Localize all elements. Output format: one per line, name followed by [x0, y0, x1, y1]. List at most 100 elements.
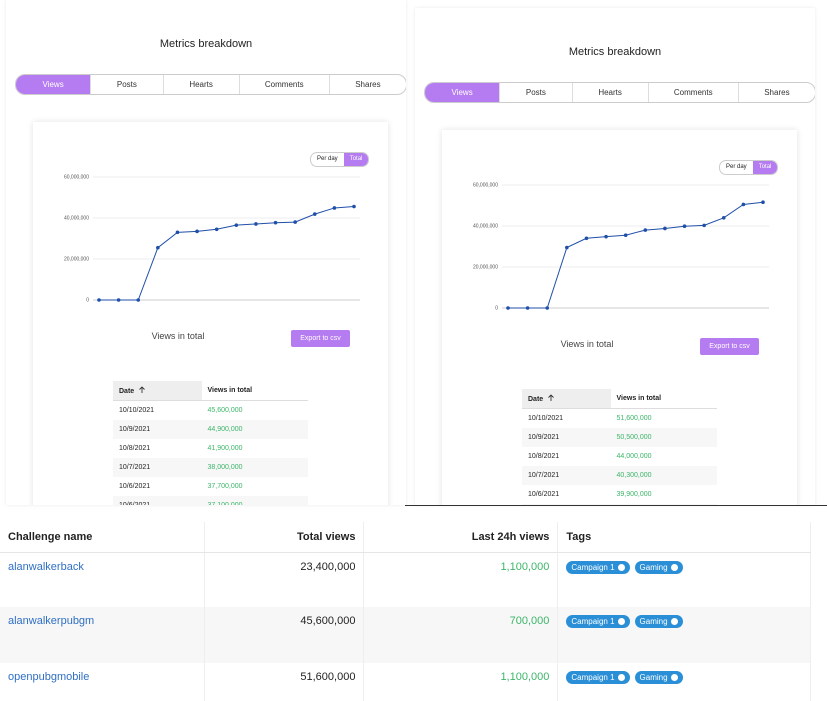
tab[interactable]: Views — [425, 83, 500, 102]
export-button[interactable]: Export to csv — [700, 338, 759, 355]
tags-cell: Campaign 1 Gaming — [557, 606, 811, 663]
header-text: Date — [528, 396, 544, 403]
tag-remove[interactable] — [670, 564, 678, 571]
data-point — [352, 204, 356, 209]
tag[interactable]: Campaign 1 — [566, 670, 630, 684]
tab[interactable]: Comments — [238, 75, 329, 94]
table-cell: 10/9/2021 — [113, 420, 202, 439]
tab[interactable]: Shares — [737, 83, 815, 102]
tab[interactable]: Comments — [647, 83, 738, 102]
date-table: Date Views in total 10/10/2021 51,600,000 10… — [522, 389, 717, 505]
table-cell: 10/10/2021 — [119, 407, 155, 414]
tag-remove[interactable] — [617, 673, 625, 681]
data-point — [721, 216, 726, 220]
date-table: Date Views in total 10/10/2021 45,600,000 10… — [113, 381, 308, 505]
total-views: 45,600,000 — [204, 606, 365, 663]
chart-label: Views in total — [560, 339, 614, 349]
y-tick-label: 40,000,000 — [473, 223, 498, 229]
toggle: Per day Total — [310, 152, 370, 167]
table-cell: 37,700,000 — [207, 483, 243, 490]
data-point — [702, 223, 706, 228]
tag-text: Campaign 1 — [571, 616, 615, 626]
tab[interactable]: Views — [16, 75, 91, 94]
data-point — [97, 298, 101, 302]
data-point — [741, 202, 746, 207]
challenge-row: alanwalkerback 23,400,000 1,100,000 Campaig… — [0, 552, 811, 607]
column-header: Tags — [557, 522, 811, 553]
panel-title: Metrics breakdown — [568, 46, 662, 58]
tab[interactable]: Hearts — [571, 83, 648, 102]
export-button[interactable]: Export to csv — [291, 330, 350, 347]
column-header[interactable]: Views in total — [610, 389, 717, 409]
data-point — [273, 220, 278, 225]
tag[interactable]: Gaming — [634, 561, 683, 574]
y-tick-label: 60,000,000 — [64, 174, 89, 180]
toggle-option[interactable]: Total — [343, 153, 369, 166]
table-row: 10/7/2021 38,000,000 — [113, 458, 308, 477]
table-row: 10/8/2021 41,900,000 — [113, 439, 308, 458]
tab[interactable]: Hearts — [162, 75, 239, 94]
tag[interactable]: Gaming — [634, 670, 683, 684]
data-point — [136, 298, 141, 302]
table-row: 10/8/2021 44,000,000 — [522, 447, 717, 466]
data-line — [508, 201, 764, 309]
table-row: 10/10/2021 45,600,000 — [113, 401, 308, 421]
header-row: Date Views in total — [522, 389, 717, 409]
tag[interactable]: Campaign 1 — [566, 561, 630, 574]
last-24h-views: 1,100,000 — [363, 552, 559, 607]
tag-remove[interactable] — [617, 617, 625, 625]
header-row: Date Views in total — [113, 381, 308, 401]
table-row: 10/6/2021 37,700,000 — [113, 477, 308, 496]
line-chart: 0 20,000,000 40,000,000 60,000,000 — [473, 182, 769, 311]
column-header[interactable]: Date — [113, 381, 202, 401]
data-point — [525, 306, 530, 310]
toggle-option[interactable]: Per day — [726, 164, 747, 170]
tag-remove[interactable] — [670, 617, 678, 625]
y-tick-label: 0 — [495, 305, 498, 311]
y-tick-label: 0 — [86, 297, 89, 303]
toggle: Per day Total — [719, 160, 779, 175]
column-header[interactable]: Date — [522, 389, 611, 409]
tab-bar: Views Posts Hearts Comments Shares — [15, 74, 406, 95]
tab[interactable]: Posts — [499, 83, 571, 102]
challenge-table: Challenge name Total views Last 24h views T… — [0, 522, 811, 701]
table-cell: 10/6/2021 — [113, 496, 202, 505]
tag-text: Campaign 1 — [571, 563, 615, 572]
challenge-row: alanwalkerpubgm 45,600,000 700,000 Campaign… — [0, 606, 811, 663]
table-cell: 10/9/2021 — [522, 428, 611, 447]
toggle-option[interactable]: Total — [752, 161, 778, 174]
challenge-name[interactable]: openpubgmobile — [0, 662, 205, 701]
table-cell: 10/5/2021 — [522, 504, 611, 505]
table-row: 10/9/2021 50,500,000 — [522, 428, 717, 447]
data-point — [565, 245, 569, 250]
challenge-name[interactable]: alanwalkerback — [0, 552, 205, 607]
table-row: 10/9/2021 44,900,000 — [113, 420, 308, 439]
tag[interactable]: Gaming — [634, 614, 683, 628]
toggle-option[interactable]: Per day — [317, 156, 338, 162]
tag-remove[interactable] — [670, 673, 678, 681]
data-point — [254, 222, 258, 226]
table-cell: 10/7/2021 — [522, 466, 611, 485]
column-header[interactable]: Views in total — [201, 381, 308, 401]
arrow — [548, 394, 555, 401]
y-tick-label: 60,000,000 — [473, 182, 498, 188]
tab-bar: Views Posts Hearts Comments Shares — [424, 82, 815, 103]
table-row: 10/10/2021 51,600,000 — [522, 409, 717, 429]
tag-text: Campaign 1 — [571, 672, 615, 682]
tag[interactable]: Campaign 1 — [566, 614, 630, 628]
last-24h-views: 1,100,000 — [363, 662, 559, 701]
tag-remove[interactable] — [617, 564, 625, 571]
arrow — [139, 386, 146, 393]
column-header: Challenge name — [0, 522, 205, 553]
data-point — [214, 227, 219, 232]
challenge-name[interactable]: alanwalkerpubgm — [0, 606, 205, 663]
table-row: 10/6/2021 39,900,000 — [522, 485, 717, 504]
tab[interactable]: Posts — [90, 75, 162, 94]
tab[interactable]: Shares — [328, 75, 406, 94]
data-point — [623, 233, 628, 238]
table-cell: 40,300,000 — [610, 466, 717, 485]
challenge-row: openpubgmobile 51,600,000 1,100,000 Campaig… — [0, 662, 811, 701]
header-text: Views in total — [207, 387, 253, 394]
data-point — [643, 228, 648, 232]
